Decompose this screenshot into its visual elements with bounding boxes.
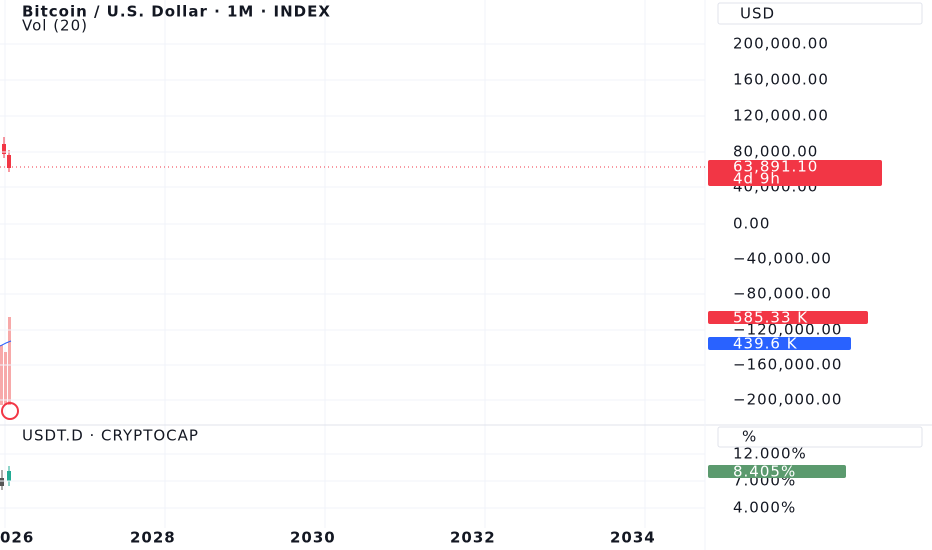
time-tick-label: 2034 bbox=[610, 529, 656, 547]
time-tick-label: 026 bbox=[0, 529, 34, 547]
price-tick-label: −200,000.00 bbox=[733, 391, 842, 409]
price-tick-label: 0.00 bbox=[733, 215, 770, 233]
percent-badge bbox=[708, 465, 846, 478]
price-tick-label: −160,000.00 bbox=[733, 356, 842, 374]
price-value: 63,891.10 bbox=[733, 158, 818, 176]
time-tick-label: 2030 bbox=[290, 529, 336, 547]
percent-tick-label: 12.000% bbox=[733, 445, 807, 463]
price-badge bbox=[708, 160, 882, 186]
price-tick-label: −120,000.00 bbox=[733, 321, 842, 339]
price-tick-label: 160,000.00 bbox=[733, 71, 829, 89]
price-tick-label: −40,000.00 bbox=[733, 250, 832, 268]
currency-box[interactable] bbox=[717, 2, 923, 25]
volume-value: 439.6 K bbox=[733, 335, 798, 353]
currency-label: USD bbox=[740, 5, 775, 23]
price-tick-label: 200,000.00 bbox=[733, 35, 829, 53]
volume-badge bbox=[708, 337, 851, 350]
percent-tick-label: 4.000% bbox=[733, 499, 796, 517]
chart-title: Bitcoin / U.S. Dollar · 1M · INDEX bbox=[22, 3, 331, 21]
grid bbox=[4, 0, 646, 528]
indicator-label: Vol (20) bbox=[22, 17, 88, 35]
countdown: 4d 9h bbox=[733, 170, 781, 188]
percent-value: 8.405% bbox=[733, 463, 796, 481]
volume-value: 585.33 K bbox=[733, 309, 808, 327]
unit-label: % bbox=[742, 428, 757, 446]
price-tick-label: 120,000.00 bbox=[733, 107, 829, 125]
unit-box[interactable] bbox=[717, 426, 923, 448]
lower-pane-title: USDT.D · CRYPTOCAP bbox=[22, 427, 199, 445]
volume-badge bbox=[708, 311, 868, 324]
time-tick-label: 2028 bbox=[130, 529, 176, 547]
price-tick-label: 80,000.00 bbox=[733, 143, 818, 161]
price-tick-label: −80,000.00 bbox=[733, 285, 832, 303]
candles bbox=[0, 137, 19, 490]
time-tick-label: 2032 bbox=[450, 529, 496, 547]
